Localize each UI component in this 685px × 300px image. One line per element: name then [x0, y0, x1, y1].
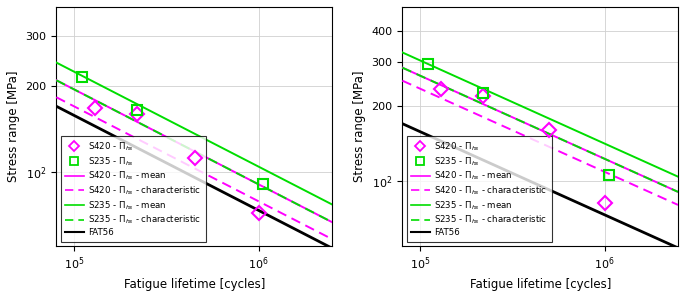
Y-axis label: Stress range [MPa]: Stress range [MPa]	[7, 71, 20, 182]
X-axis label: Fatigue lifetime [cycles]: Fatigue lifetime [cycles]	[469, 278, 611, 291]
Legend: S420 - $\Pi_{hs}$, S235 - $\Pi_{hs}$, S420 - $\Pi_{hs}$ - mean, S420 - $\Pi_{hs}: S420 - $\Pi_{hs}$, S235 - $\Pi_{hs}$, S4…	[407, 136, 551, 242]
X-axis label: Fatigue lifetime [cycles]: Fatigue lifetime [cycles]	[123, 278, 265, 291]
Y-axis label: Stress range [MPa]: Stress range [MPa]	[353, 71, 366, 182]
Legend: S420 - $\Pi_{hs}$, S235 - $\Pi_{hs}$, S420 - $\Pi_{hs}$ - mean, S420 - $\Pi_{hs}: S420 - $\Pi_{hs}$, S235 - $\Pi_{hs}$, S4…	[61, 136, 206, 242]
